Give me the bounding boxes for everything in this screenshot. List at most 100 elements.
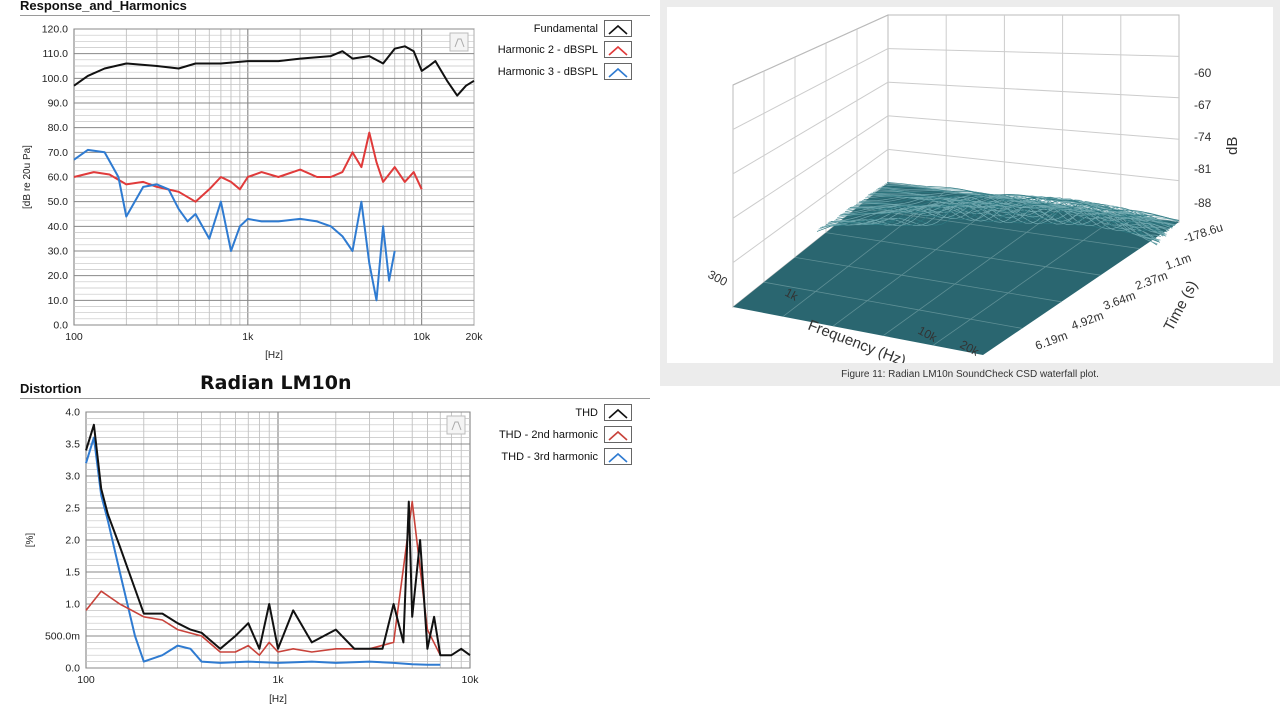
waterfall-db-tick: -81 bbox=[1194, 162, 1212, 176]
legend-thd-2nd-swatch bbox=[604, 426, 632, 443]
distortion-series bbox=[85, 423, 471, 666]
waterfall-slice bbox=[824, 198, 1160, 243]
response-corner-icon bbox=[449, 32, 469, 52]
response-grid bbox=[73, 28, 475, 326]
series-line-2 bbox=[85, 500, 442, 657]
legend-thd-3rd-swatch bbox=[604, 448, 632, 465]
waterfall-db-tick: -67 bbox=[1194, 98, 1212, 112]
waterfall-db-label: dB bbox=[1224, 137, 1241, 155]
y-tick-label: 1.0 bbox=[65, 599, 80, 611]
product-title: Radian LM10n bbox=[200, 372, 352, 394]
wall-grid-line bbox=[732, 48, 889, 130]
series-line-3 bbox=[85, 436, 441, 666]
waterfall-figure: 300 1k 10k 20k 1.1m 2.37m 3.64m 4.92m 6.19m -60… bbox=[660, 0, 1280, 386]
waterfall-slice bbox=[832, 198, 1163, 234]
waterfall-slice bbox=[866, 194, 1173, 229]
floor-grid-line bbox=[932, 213, 1122, 346]
y-tick-label: 90.0 bbox=[48, 98, 69, 110]
response-section-title: Response_and_Harmonics bbox=[20, 0, 187, 13]
waterfall-caption: Figure 11: Radian LM10n SoundCheck CSD w… bbox=[841, 369, 1099, 380]
distortion-y-axis-label: [%] bbox=[25, 533, 36, 548]
y-tick-label: 70.0 bbox=[48, 147, 69, 159]
waterfall-time-tick: 6.19m bbox=[1033, 328, 1069, 353]
floor-grid-line bbox=[825, 232, 1101, 276]
distortion-x-ticks: 100 1k 10k bbox=[77, 674, 479, 686]
waterfall-slice bbox=[882, 185, 1178, 222]
series-line-1 bbox=[73, 45, 475, 97]
legend-harmonic3[interactable]: Harmonic 3 - dBSPL bbox=[498, 63, 632, 80]
wall-grid-line bbox=[887, 81, 1180, 99]
waterfall-slice bbox=[826, 197, 1161, 243]
y-tick-label: 120.0 bbox=[42, 24, 68, 36]
y-tick-label: 80.0 bbox=[48, 122, 69, 134]
y-tick-label: 0.0 bbox=[53, 320, 68, 332]
legend-fundamental-label: Fundamental bbox=[533, 22, 598, 35]
legend-thd-3rd-label: THD - 3rd harmonic bbox=[501, 450, 598, 463]
distortion-grid bbox=[85, 411, 471, 669]
y-tick-label: 60.0 bbox=[48, 172, 69, 184]
response-series bbox=[73, 45, 475, 302]
legend-fundamental-swatch bbox=[604, 20, 632, 37]
wall-grid-line bbox=[887, 115, 1180, 140]
legend-thd-swatch bbox=[604, 404, 632, 421]
y-tick-label: 2.5 bbox=[65, 503, 80, 515]
y-tick-label: 50.0 bbox=[48, 196, 69, 208]
waterfall-plot: 300 1k 10k 20k 1.1m 2.37m 3.64m 4.92m 6.19m -60… bbox=[667, 7, 1273, 370]
legend-fundamental[interactable]: Fundamental bbox=[534, 20, 632, 37]
waterfall-db-tick: -178.6u bbox=[1182, 220, 1225, 246]
y-tick-label: 500.0m bbox=[45, 631, 80, 643]
wall-grid-line bbox=[732, 81, 889, 175]
waterfall-time-label: Time (s) bbox=[1161, 278, 1202, 334]
y-tick-label: 30.0 bbox=[48, 246, 69, 258]
distortion-section-title: Distortion bbox=[20, 381, 82, 396]
waterfall-freq-tick: 300 bbox=[706, 267, 731, 289]
response-x-axis-label: [Hz] bbox=[265, 350, 283, 361]
legend-harmonic2-label: Harmonic 2 - dBSPL bbox=[497, 43, 598, 56]
legend-harmonic3-swatch bbox=[604, 63, 632, 80]
distortion-y-ticks: 0.0 500.0m 1.0 1.5 2.0 2.5 3.0 3.5 4.0 bbox=[45, 407, 80, 675]
y-tick-label: 40.0 bbox=[48, 221, 69, 233]
legend-thd-label: THD bbox=[575, 406, 598, 419]
waterfall-wall-grid bbox=[732, 15, 1180, 283]
waterfall-time-tick: 1.1m bbox=[1163, 251, 1193, 273]
y-tick-label: 110.0 bbox=[43, 48, 69, 60]
y-tick-label: 20.0 bbox=[48, 270, 69, 282]
legend-harmonic2[interactable]: Harmonic 2 - dBSPL bbox=[498, 41, 632, 58]
series-line-3 bbox=[73, 148, 396, 302]
response-y-ticks: 0.0 10.0 20.0 30.0 40.0 50.0 60.0 70.0 80.0 90.0 1… bbox=[42, 24, 68, 332]
x-tick-label: 100 bbox=[77, 674, 95, 686]
y-tick-label: 10.0 bbox=[48, 295, 69, 307]
wall-grid-line bbox=[887, 48, 1180, 57]
waterfall-time-tick: 4.92m bbox=[1069, 308, 1105, 333]
waterfall-db-ticks: -60 -67 -74 -81 -88 -178.6u bbox=[1182, 66, 1225, 246]
y-tick-label: 0.0 bbox=[65, 663, 80, 675]
wall-grid-line bbox=[887, 148, 1180, 182]
legend-thd[interactable]: THD bbox=[575, 404, 632, 421]
x-tick-label: 100 bbox=[65, 331, 83, 343]
distortion-corner-icon bbox=[446, 415, 466, 435]
waterfall-slice bbox=[886, 182, 1180, 221]
waterfall-db-tick: -88 bbox=[1194, 196, 1212, 210]
waterfall-floor bbox=[733, 183, 1179, 355]
x-tick-label: 10k bbox=[413, 331, 431, 343]
response-section-divider bbox=[20, 15, 650, 16]
distortion-x-axis-label: [Hz] bbox=[269, 694, 287, 705]
x-tick-label: 20k bbox=[466, 331, 484, 343]
waterfall-time-tick: 3.64m bbox=[1101, 288, 1137, 313]
legend-thd-2nd[interactable]: THD - 2nd harmonic bbox=[499, 426, 632, 443]
legend-thd-3rd[interactable]: THD - 3rd harmonic bbox=[501, 448, 632, 465]
response-chart: 0.0 10.0 20.0 30.0 40.0 50.0 60.0 70.0 80.0 90.0 1… bbox=[22, 24, 484, 362]
y-tick-label: 4.0 bbox=[65, 407, 80, 419]
y-tick-label: 3.0 bbox=[65, 471, 80, 483]
x-tick-label: 10k bbox=[462, 674, 480, 686]
waterfall-slice bbox=[829, 197, 1161, 237]
legend-thd-2nd-label: THD - 2nd harmonic bbox=[498, 428, 598, 441]
distortion-section-divider bbox=[20, 398, 650, 399]
waterfall-time-tick: 2.37m bbox=[1133, 268, 1169, 293]
y-tick-label: 2.0 bbox=[65, 535, 80, 547]
x-tick-label: 1k bbox=[242, 331, 254, 343]
floor-grid-line bbox=[794, 257, 1062, 303]
waterfall-db-tick: -74 bbox=[1194, 130, 1212, 144]
